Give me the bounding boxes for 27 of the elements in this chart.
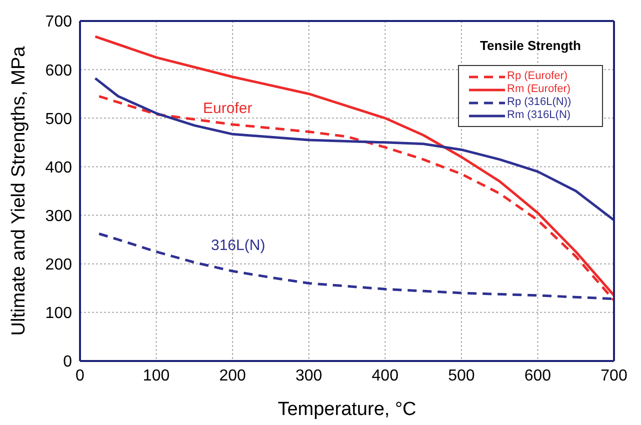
y-axis-title: Ultimate and Yield Strengths, MPa bbox=[8, 46, 30, 336]
x-axis-title: Temperature, °C bbox=[278, 399, 416, 420]
x-tick-label: 600 bbox=[524, 367, 552, 384]
y-tick-label: 200 bbox=[45, 256, 72, 274]
x-tick-label: 700 bbox=[600, 367, 628, 384]
line-series bbox=[94, 35, 614, 297]
x-tick-label: 100 bbox=[142, 367, 170, 384]
annotation: 316L(N) bbox=[211, 237, 266, 254]
x-tick-label: 0 bbox=[76, 367, 85, 384]
y-tick-label: 700 bbox=[45, 14, 72, 31]
y-tick-label: 500 bbox=[45, 110, 72, 128]
legend-label: Rm (316L(N) bbox=[507, 109, 571, 122]
y-tick-label: 0 bbox=[63, 354, 72, 371]
legend-title: Tensile Strength bbox=[479, 38, 582, 53]
x-tick-label: 500 bbox=[448, 367, 475, 384]
y-tick-label: 600 bbox=[45, 62, 72, 80]
line-series bbox=[98, 232, 614, 300]
x-tick-label: 400 bbox=[372, 367, 399, 384]
y-tick-label: 100 bbox=[45, 305, 72, 322]
y-tick-label: 400 bbox=[45, 159, 72, 176]
legend-label: Rm (Eurofer) bbox=[507, 83, 571, 96]
legend-label: Rp (Eurofer) bbox=[507, 70, 568, 83]
y-tick-label: 300 bbox=[45, 208, 72, 225]
annotation: Eurofer bbox=[203, 100, 252, 117]
x-tick-label: 300 bbox=[296, 367, 322, 384]
legend-label: Rp (316L(N)) bbox=[507, 96, 572, 109]
x-tick-label: 200 bbox=[219, 367, 246, 384]
